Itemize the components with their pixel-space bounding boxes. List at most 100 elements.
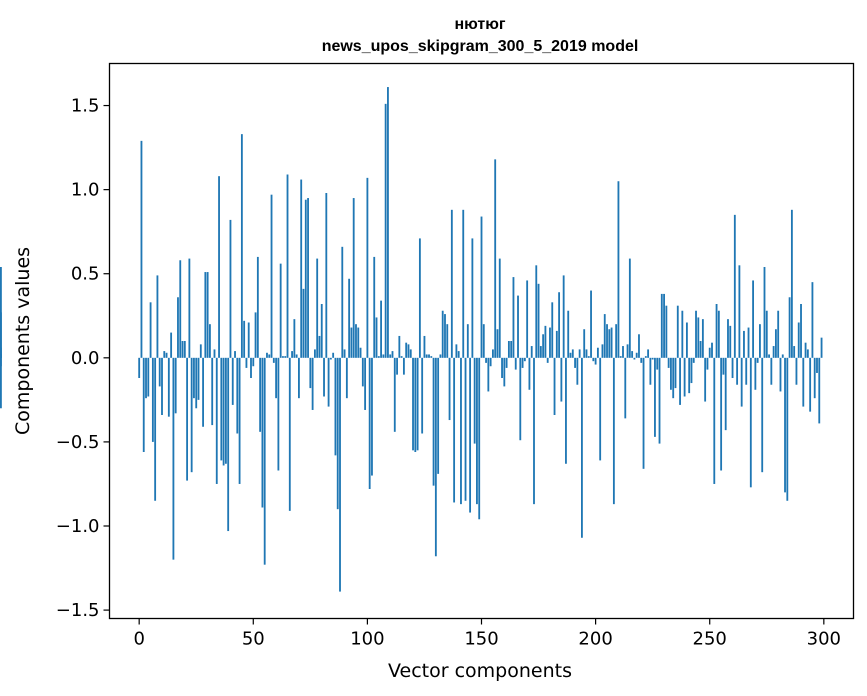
bar: [234, 351, 236, 358]
bar: [640, 357, 643, 363]
bar: [549, 327, 551, 358]
y-tick-label: 1.5: [71, 96, 100, 117]
bar: [313, 349, 316, 358]
bar: [480, 216, 483, 358]
y-tick-label: 0.5: [71, 264, 100, 285]
bar: [546, 357, 549, 363]
bar: [0, 354, 2, 358]
bar: [250, 357, 252, 378]
bar: [284, 356, 287, 358]
bar: [204, 272, 207, 358]
bar: [170, 332, 173, 358]
bar: [247, 322, 250, 358]
bar: [683, 357, 686, 397]
bar: [756, 357, 759, 363]
bar: [585, 349, 588, 358]
bar: [179, 260, 182, 358]
bar: [596, 347, 599, 358]
y-axis: −1.5 −1.0 −0.5 0.0 0.5 1.0 1.5: [56, 96, 110, 621]
bar: [138, 357, 141, 378]
bar: [329, 357, 332, 360]
bar: [523, 357, 526, 362]
bar: [809, 357, 812, 412]
bar: [243, 320, 246, 358]
x-tick-label: 50: [242, 629, 265, 650]
bar: [701, 319, 704, 358]
bar: [147, 357, 150, 397]
bar: [492, 349, 494, 358]
bar: [387, 87, 389, 358]
bar: [334, 357, 337, 456]
bar: [302, 288, 305, 358]
bar: [667, 357, 670, 368]
bar: [366, 177, 369, 358]
bar: [245, 357, 248, 368]
bar: [240, 134, 243, 358]
bar: [571, 349, 574, 358]
bar: [469, 357, 472, 513]
bar: [140, 140, 143, 358]
bar: [510, 341, 513, 358]
bar: [804, 342, 807, 358]
bar: [190, 357, 193, 473]
bar: [318, 335, 321, 358]
bar: [507, 341, 510, 358]
bar: [800, 304, 802, 358]
bar: [793, 346, 796, 358]
bar: [731, 357, 734, 378]
bar: [229, 219, 232, 358]
bar: [612, 357, 615, 505]
bar: [738, 265, 741, 358]
bar: [430, 356, 433, 358]
bar: [275, 357, 278, 399]
bar: [733, 214, 736, 358]
bars-group: [0, 87, 823, 592]
bar: [457, 351, 460, 358]
bar: [802, 357, 805, 407]
bar: [325, 193, 328, 358]
bar: [400, 356, 403, 358]
bar: [304, 199, 307, 358]
bar: [654, 357, 656, 437]
bar: [384, 103, 387, 358]
bar: [0, 312, 2, 358]
bar: [590, 290, 592, 358]
bar: [167, 357, 170, 417]
bar: [172, 357, 175, 560]
bar: [487, 357, 490, 392]
chart-title-line-1: нютюг: [454, 16, 505, 33]
bar: [158, 357, 161, 387]
bar: [238, 357, 241, 484]
bar: [231, 357, 234, 405]
bar: [601, 344, 604, 358]
bar: [695, 310, 697, 358]
bar: [813, 357, 816, 399]
bar: [343, 349, 346, 358]
x-tick-label: 300: [807, 629, 841, 650]
bar: [336, 357, 339, 510]
bar: [608, 329, 611, 358]
bar: [464, 357, 467, 501]
bar: [209, 324, 211, 358]
x-tick-label: 250: [693, 629, 727, 650]
bar: [222, 357, 225, 466]
bar: [359, 347, 362, 358]
bar: [295, 354, 298, 358]
bar: [770, 357, 773, 385]
bar: [574, 357, 576, 368]
bar: [526, 280, 529, 358]
bar: [174, 357, 177, 414]
bar: [672, 357, 675, 399]
bar: [583, 329, 586, 358]
bar: [446, 324, 449, 358]
bar: [498, 258, 501, 358]
bar: [453, 357, 456, 503]
x-axis: 0 50 100 150 200 250 300: [133, 618, 841, 650]
bar: [670, 357, 672, 390]
bar: [638, 334, 640, 358]
bar: [777, 310, 780, 358]
bar: [706, 357, 709, 370]
bar: [749, 357, 752, 488]
bar: [450, 209, 453, 358]
bar: [713, 357, 716, 484]
